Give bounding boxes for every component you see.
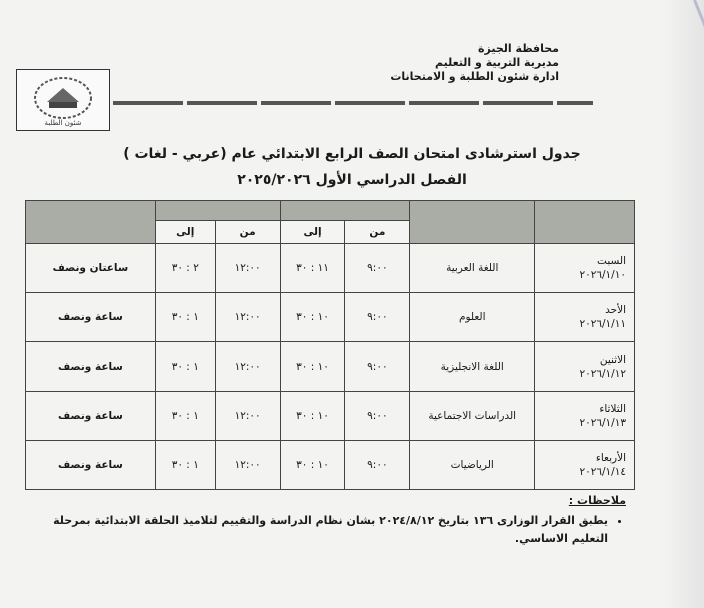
day-date: ٢٠٢٦/١/١٢ — [579, 367, 626, 380]
header-from-1: من — [344, 220, 411, 245]
from-2-cell: ١٢:٠٠ — [214, 243, 281, 294]
department-logo: شئون الطلبة — [16, 69, 110, 131]
day-date: ٢٠٢٦/١/١٣ — [579, 416, 626, 429]
day-cell: الثلاثاء ٢٠٢٦/١/١٣ — [534, 390, 635, 441]
table-row: السبت ٢٠٢٦/١/١٠ اللغة العربية ٩:٠٠ ١١ : ٣… — [25, 243, 635, 294]
to-1-cell: ١٠ : ٣٠ — [279, 390, 346, 441]
subject-cell: الدراسات الاجتماعية — [409, 390, 536, 441]
document-title: جدول استرشادى امتحان الصف الرابع الابتدا… — [123, 146, 581, 162]
exam-schedule-table: من إلى من إلى السبت ٢٠٢٦/١/١٠ اللغة العرب… — [25, 199, 635, 491]
day-cell: الأحد ٢٠٢٦/١/١١ — [534, 292, 635, 343]
to-1-cell: ١٠ : ٣٠ — [279, 292, 346, 343]
governorate: محافظة الجيزة — [478, 42, 559, 55]
from-2-cell: ١٢:٠٠ — [214, 439, 281, 491]
day-date: ٢٠٢٦/١/١٤ — [579, 465, 626, 478]
header-period-1 — [279, 199, 411, 222]
table-row: الثلاثاء ٢٠٢٦/١/١٣ الدراسات الاجتماعية ٩:… — [25, 390, 635, 441]
to-2-cell: ١ : ٣٠ — [154, 292, 216, 343]
from-2-cell: ١٢:٠٠ — [214, 292, 281, 343]
to-2-cell: ١ : ٣٠ — [154, 341, 216, 392]
page-fold-shadow — [664, 0, 704, 608]
header-duration — [25, 199, 156, 245]
from-2-cell: ١٢:٠٠ — [214, 341, 281, 392]
to-1-cell: ١٠ : ٣٠ — [279, 439, 346, 491]
duration-cell: ساعة ونصف — [25, 390, 156, 441]
duration-cell: ساعة ونصف — [25, 439, 156, 491]
header-subject — [409, 199, 536, 245]
duration-cell: ساعة ونصف — [25, 292, 156, 343]
subject-cell: اللغة العربية — [409, 243, 536, 294]
table-row: الاثنين ٢٠٢٦/١/١٢ اللغة الانجليزية ٩:٠٠ ١… — [25, 341, 635, 392]
to-1-cell: ١١ : ٣٠ — [279, 243, 346, 294]
day-name: الثلاثاء — [599, 402, 626, 415]
duration-cell: ساعتان ونصف — [25, 243, 156, 294]
day-date: ٢٠٢٦/١/١١ — [579, 318, 626, 331]
notes-heading: ملاحظات : — [568, 494, 626, 507]
from-2-cell: ١٢:٠٠ — [214, 390, 281, 441]
from-1-cell: ٩:٠٠ — [344, 292, 411, 343]
day-name: الأحد — [605, 304, 626, 317]
header-from-2: من — [214, 220, 281, 245]
day-name: الأربعاء — [595, 451, 626, 464]
day-date: ٢٠٢٦/١/١٠ — [579, 269, 626, 282]
table-row: الأحد ٢٠٢٦/١/١١ العلوم ٩:٠٠ ١٠ : ٣٠ ١٢:٠٠… — [25, 292, 635, 343]
to-1-cell: ١٠ : ٣٠ — [279, 341, 346, 392]
table-row: الأربعاء ٢٠٢٦/١/١٤ الرياضيات ٩:٠٠ ١٠ : ٣٠… — [25, 439, 635, 491]
from-1-cell: ٩:٠٠ — [344, 243, 411, 294]
svg-text:شئون الطلبة: شئون الطلبة — [45, 119, 82, 127]
directorate: مديرية التربية و التعليم — [435, 56, 559, 69]
fold-line — [693, 0, 704, 103]
document-subtitle: الفصل الدراسي الأول ٢٠٢٥/٢٠٢٦ — [237, 172, 467, 188]
org-header: محافظة الجيزة مديرية التربية و التعليم ا… — [390, 42, 559, 84]
subject-cell: اللغة الانجليزية — [409, 341, 536, 392]
subject-cell: الرياضيات — [409, 439, 536, 491]
to-2-cell: ١ : ٣٠ — [154, 439, 216, 491]
day-name: الاثنين — [599, 353, 626, 366]
header-to-2: إلى — [154, 220, 216, 245]
notes-section: ملاحظات : يطبق القرار الوزارى ١٣٦ بتاريخ… — [26, 492, 626, 548]
to-2-cell: ٢ : ٣٠ — [154, 243, 216, 294]
header-to-1: إلى — [279, 220, 346, 245]
subject-cell: العلوم — [409, 292, 536, 343]
header-day — [534, 199, 635, 245]
day-cell: الأربعاء ٢٠٢٦/١/١٤ — [534, 439, 635, 491]
to-2-cell: ١ : ٣٠ — [154, 390, 216, 441]
header-period-2 — [154, 199, 281, 222]
duration-cell: ساعة ونصف — [25, 341, 156, 392]
day-cell: الاثنين ٢٠٢٦/١/١٢ — [534, 341, 635, 392]
from-1-cell: ٩:٠٠ — [344, 390, 411, 441]
note-item: يطبق القرار الوزارى ١٣٦ بتاريخ ٢٠٢٤/٨/١٢… — [26, 512, 608, 548]
from-1-cell: ٩:٠٠ — [344, 341, 411, 392]
day-cell: السبت ٢٠٢٦/١/١٠ — [534, 243, 635, 294]
header-rule — [113, 101, 593, 105]
day-name: السبت — [597, 255, 626, 268]
from-1-cell: ٩:٠٠ — [344, 439, 411, 491]
department: ادارة شئون الطلبة و الامتحانات — [390, 70, 559, 83]
